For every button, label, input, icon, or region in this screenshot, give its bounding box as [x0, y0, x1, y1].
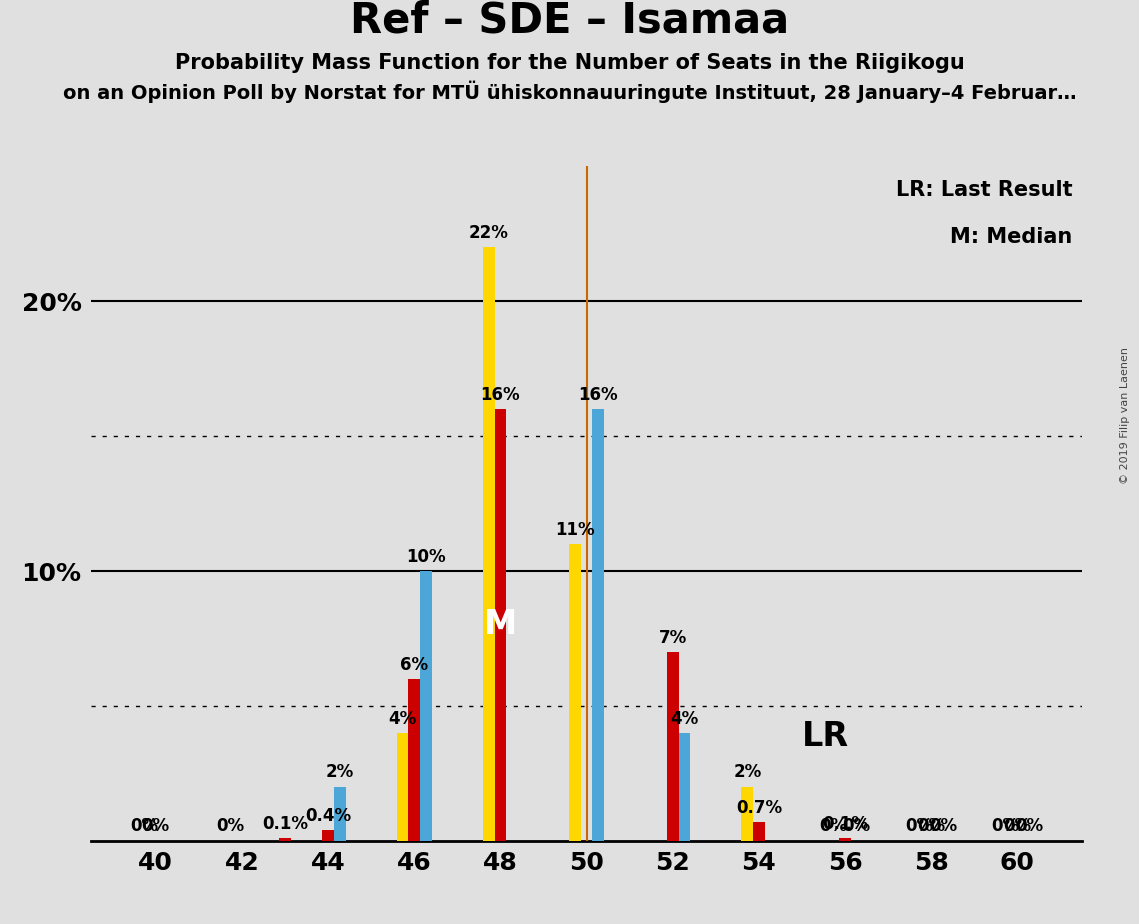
Text: © 2019 Filip van Laenen: © 2019 Filip van Laenen — [1120, 347, 1130, 484]
Text: 16%: 16% — [579, 385, 618, 404]
Bar — [279, 838, 290, 841]
Text: 0%: 0% — [992, 818, 1019, 835]
Text: 11%: 11% — [555, 520, 595, 539]
Text: 0.7%: 0.7% — [736, 798, 782, 817]
Text: 10%: 10% — [407, 548, 445, 565]
Text: M: Median: M: Median — [950, 227, 1072, 247]
Bar — [322, 830, 334, 841]
Text: 0%: 0% — [1003, 818, 1032, 835]
Bar — [334, 787, 345, 841]
Text: 0%: 0% — [906, 818, 934, 835]
Text: Ref – SDE – Isamaa: Ref – SDE – Isamaa — [350, 0, 789, 42]
Text: 0.1%: 0.1% — [822, 815, 868, 833]
Text: 4%: 4% — [670, 710, 698, 727]
Text: 0%: 0% — [917, 818, 945, 835]
Text: LR: Last Result: LR: Last Result — [895, 180, 1072, 200]
Bar — [679, 733, 690, 841]
Text: 0%: 0% — [843, 818, 871, 835]
Text: LR: LR — [802, 721, 850, 753]
Bar — [409, 679, 420, 841]
Bar — [741, 787, 753, 841]
Text: 0.1%: 0.1% — [262, 815, 308, 833]
Text: 0%: 0% — [1015, 818, 1043, 835]
Bar — [420, 571, 432, 841]
Text: on an Opinion Poll by Norstat for MTÜ ühiskonnauuringute Instituut, 28 January–4: on an Opinion Poll by Norstat for MTÜ üh… — [63, 80, 1076, 103]
Bar — [753, 822, 764, 841]
Bar — [667, 652, 679, 841]
Bar — [483, 248, 494, 841]
Text: 0%: 0% — [928, 818, 957, 835]
Bar — [592, 409, 604, 841]
Text: 7%: 7% — [658, 628, 687, 647]
Text: 0%: 0% — [141, 818, 170, 835]
Text: 6%: 6% — [400, 655, 428, 674]
Text: 2%: 2% — [326, 763, 354, 782]
Text: 0%: 0% — [819, 818, 847, 835]
Text: 0%: 0% — [216, 818, 245, 835]
Bar — [839, 838, 851, 841]
Text: 0%: 0% — [130, 818, 158, 835]
Text: 22%: 22% — [469, 224, 509, 242]
Bar — [396, 733, 409, 841]
Text: 16%: 16% — [481, 385, 521, 404]
Text: 2%: 2% — [734, 763, 761, 782]
Text: Probability Mass Function for the Number of Seats in the Riigikogu: Probability Mass Function for the Number… — [174, 54, 965, 73]
Bar — [570, 544, 581, 841]
Text: 4%: 4% — [388, 710, 417, 727]
Text: M: M — [484, 609, 517, 641]
Bar — [494, 409, 506, 841]
Text: 0.4%: 0.4% — [305, 807, 351, 824]
